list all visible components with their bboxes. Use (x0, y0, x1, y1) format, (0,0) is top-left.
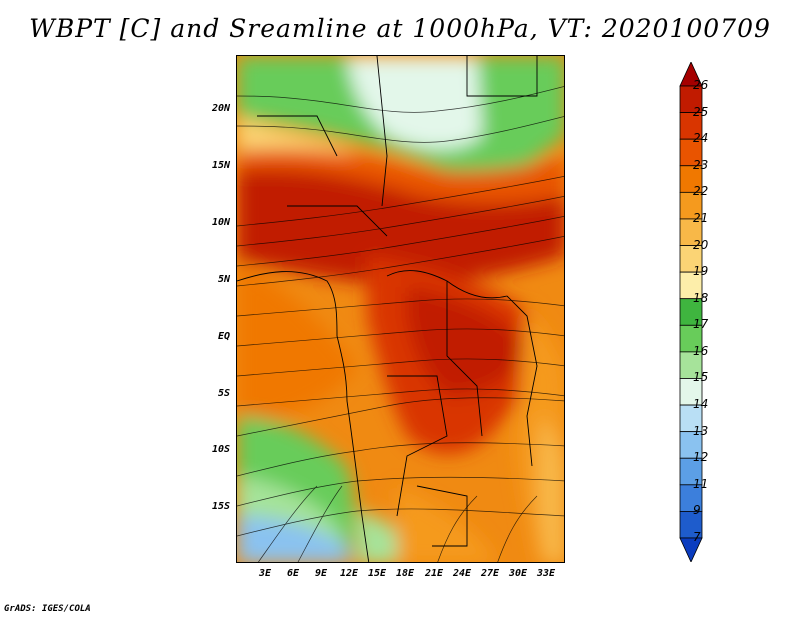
y-tick-label: 10S (211, 444, 230, 455)
colorbar-level-label: 24 (693, 131, 709, 146)
colorbar-level-label: 21 (693, 210, 709, 225)
colorbar-level-label: 7 (693, 530, 701, 544)
x-tick-label: 24E (452, 568, 472, 579)
x-tick-label: 12E (339, 568, 359, 579)
y-tick-label: 5S (217, 388, 230, 399)
colorbar-level-label: 20 (693, 237, 709, 252)
colorbar-level-label: 11 (693, 476, 709, 491)
x-tick-label: 27E (480, 568, 500, 579)
colorbar-level-label: 19 (693, 264, 709, 279)
country-borders (237, 56, 538, 562)
colorbar-level-label: 9 (693, 503, 701, 518)
colorbar-level-label: 23 (693, 157, 709, 172)
y-tick-label: EQ (217, 331, 230, 342)
y-tick-label: 20N (211, 103, 230, 114)
colorbar-level-label: 16 (693, 343, 709, 358)
temperature-shading (237, 56, 564, 562)
colorbar-level-label: 12 (693, 450, 709, 465)
colorbar-level-label: 26 (693, 78, 709, 92)
x-tick-label: 6E (286, 568, 300, 579)
colorbar-level-label: 17 (693, 317, 709, 332)
colorbar-level-label: 14 (693, 397, 709, 412)
wbpt-field (237, 56, 564, 562)
y-tick-label: 15N (211, 160, 230, 171)
x-tick-label: 18E (395, 568, 415, 579)
x-tick-label: 21E (424, 568, 444, 579)
colorbar (679, 62, 703, 562)
colorbar-segment (679, 537, 703, 562)
colorbar-level-label: 13 (693, 423, 709, 438)
colorbar-level-label: 22 (693, 184, 709, 199)
y-tick-label: 10N (211, 217, 230, 228)
x-tick-label: 30E (508, 568, 528, 579)
colorbar-level-label: 15 (693, 370, 709, 385)
y-tick-label: 5N (217, 274, 230, 285)
x-tick-label: 15E (367, 568, 387, 579)
colorbar-level-label: 18 (693, 290, 709, 305)
x-tick-label: 3E (258, 568, 272, 579)
x-tick-label: 33E (536, 568, 556, 579)
colorbar-level-label: 25 (693, 104, 709, 119)
streamlines (237, 86, 564, 562)
y-tick-label: 15S (211, 501, 230, 512)
x-tick-label: 9E (314, 568, 328, 579)
colorbar-segments (679, 62, 703, 562)
grads-credit: GrADS: IGES/COLA (4, 604, 91, 614)
map-panel (236, 55, 565, 563)
map-title: WBPT [C] and Sreamline at 1000hPa, VT: 2… (29, 14, 771, 43)
